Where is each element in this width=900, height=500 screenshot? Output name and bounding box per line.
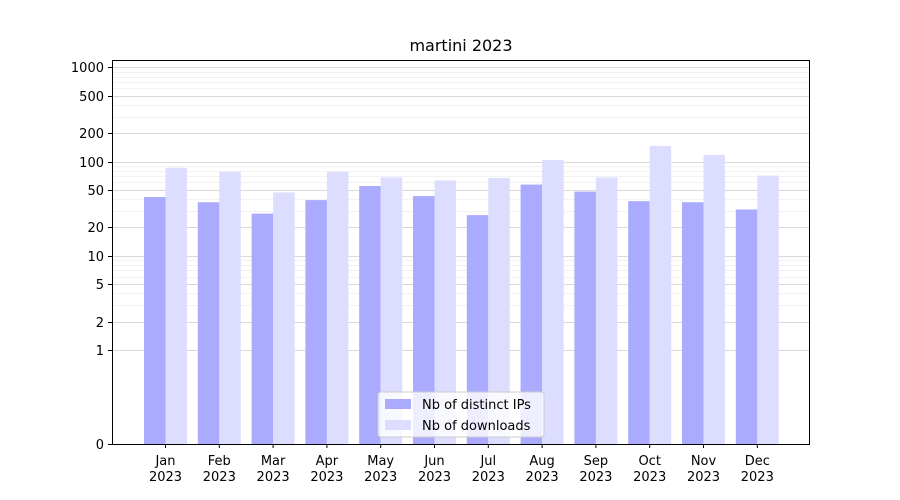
bar-distinct-ips <box>574 191 596 444</box>
bar-distinct-ips <box>628 201 650 444</box>
x-tick-month: Feb <box>208 454 231 469</box>
x-tick-year: 2023 <box>741 470 774 485</box>
bars <box>144 145 779 445</box>
legend-label: Nb of downloads <box>422 419 531 434</box>
x-tick-year: 2023 <box>310 470 343 485</box>
y-tick-label: 2 <box>96 316 104 331</box>
x-tick-label: Nov 2023 <box>687 454 720 485</box>
x-tick-year: 2023 <box>149 470 182 485</box>
x-tick-month: Aug <box>529 454 554 469</box>
x-tick-label: Apr 2023 <box>310 454 343 485</box>
bar-downloads <box>649 145 672 444</box>
y-tick-label: 50 <box>87 184 104 199</box>
x-tick-label: Aug 2023 <box>526 454 559 485</box>
bar-downloads <box>219 171 241 444</box>
bar-distinct-ips <box>197 202 220 444</box>
bar-distinct-ips <box>359 186 381 444</box>
x-tick-month: Mar <box>261 454 286 469</box>
x-tick-year: 2023 <box>526 470 559 485</box>
x-tick-month: May <box>367 454 394 469</box>
x-tick-year: 2023 <box>472 470 505 485</box>
bar-distinct-ips <box>735 209 758 444</box>
bar-downloads <box>273 192 295 444</box>
x-tick-label: May 2023 <box>364 454 397 485</box>
x-tick-label: Mar 2023 <box>257 454 290 485</box>
chart-title: martini 2023 <box>409 36 512 55</box>
x-tick-month: Jun <box>423 454 444 469</box>
x-tick-month: Dec <box>745 454 770 469</box>
legend: Nb of distinct IPs Nb of downloads <box>377 391 545 438</box>
plot-frame <box>112 60 810 445</box>
y-axis: 0 1 2 5 10 20 50 100 200 500 1000 <box>71 61 112 453</box>
x-tick-year: 2023 <box>203 470 236 485</box>
x-tick-year: 2023 <box>257 470 290 485</box>
bar-distinct-ips <box>466 215 489 444</box>
bar-distinct-ips <box>305 200 327 444</box>
x-tick-month: Jul <box>479 454 496 469</box>
x-tick-month: Nov <box>691 454 717 469</box>
x-tick-year: 2023 <box>364 470 397 485</box>
legend-box <box>377 391 545 438</box>
bar-downloads <box>434 180 456 444</box>
bar-downloads <box>165 167 187 444</box>
y-tick-label: 100 <box>79 156 104 171</box>
y-tick-label: 200 <box>79 127 104 142</box>
bar-downloads <box>595 177 618 444</box>
y-tick-label: 1 <box>96 344 104 359</box>
x-tick-label: Jan 2023 <box>149 454 182 485</box>
bar-downloads <box>326 171 349 444</box>
bar-downloads <box>542 159 564 444</box>
legend-swatch <box>385 420 411 430</box>
x-tick-month: Oct <box>638 454 660 469</box>
bar-distinct-ips <box>520 184 543 445</box>
x-tick-label: Oct 2023 <box>633 454 666 485</box>
bar-downloads <box>488 177 510 444</box>
bar-downloads <box>380 177 403 444</box>
y-tick-label: 20 <box>87 221 104 236</box>
x-tick-label: Dec 2023 <box>741 454 774 485</box>
x-tick-year: 2023 <box>418 470 451 485</box>
x-tick-label: Jun 2023 <box>418 454 451 485</box>
y-tick-label: 5 <box>96 278 104 293</box>
x-tick-month: Sep <box>584 454 609 469</box>
y-tick-label: 500 <box>79 90 104 105</box>
bar-distinct-ips <box>682 202 704 444</box>
legend-swatch <box>385 399 411 409</box>
x-tick-label: Jul 2023 <box>472 454 505 485</box>
bar-downloads <box>703 154 725 444</box>
y-tick-label: 1000 <box>71 61 104 76</box>
bar-distinct-ips <box>413 196 435 444</box>
legend-label: Nb of distinct IPs <box>422 398 531 413</box>
x-tick-label: Sep 2023 <box>579 454 612 485</box>
y-tick-label: 0 <box>96 438 104 453</box>
x-tick-year: 2023 <box>579 470 612 485</box>
x-tick-label: Feb 2023 <box>203 454 236 485</box>
bar-distinct-ips <box>251 213 274 444</box>
x-tick-month: Apr <box>316 454 339 469</box>
y-tick-label: 10 <box>87 250 104 265</box>
x-tick-month: Jan <box>154 454 175 469</box>
x-tick-year: 2023 <box>687 470 720 485</box>
bar-downloads <box>757 175 779 444</box>
x-tick-year: 2023 <box>633 470 666 485</box>
bar-distinct-ips <box>144 197 166 444</box>
